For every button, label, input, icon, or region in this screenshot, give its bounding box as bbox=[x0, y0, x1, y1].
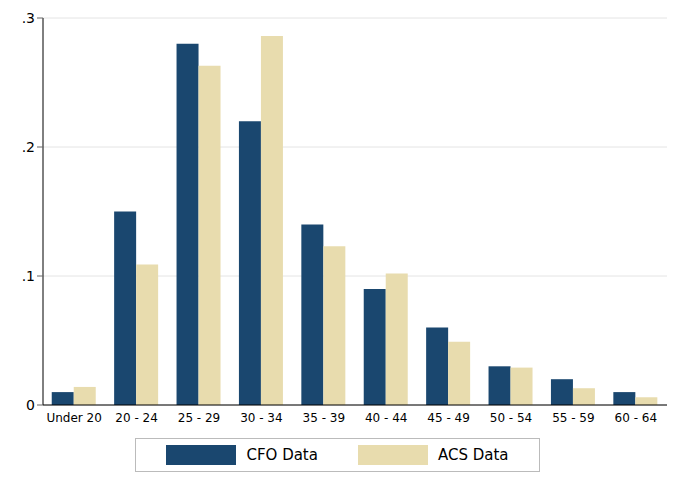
svg-text:45 - 49: 45 - 49 bbox=[427, 411, 470, 425]
svg-text:55 - 59: 55 - 59 bbox=[552, 411, 595, 425]
svg-text:40 - 44: 40 - 44 bbox=[365, 411, 408, 425]
svg-text:60 - 64: 60 - 64 bbox=[615, 411, 658, 425]
html-text:ACS Data: ACS Data bbox=[438, 446, 509, 464]
svg-text:.2: .2 bbox=[22, 139, 35, 155]
svg-text:35 - 39: 35 - 39 bbox=[303, 411, 346, 425]
svg-text:.1: .1 bbox=[22, 268, 35, 284]
html-text:CFO Data: CFO Data bbox=[246, 446, 318, 464]
svg-text:50 - 54: 50 - 54 bbox=[490, 411, 533, 425]
svg-text:Under 20: Under 20 bbox=[46, 411, 101, 425]
svg-text:30 - 34: 30 - 34 bbox=[240, 411, 283, 425]
svg-text:0: 0 bbox=[26, 397, 35, 413]
svg-text:.3: .3 bbox=[22, 10, 35, 26]
svg-text:25 - 29: 25 - 29 bbox=[178, 411, 221, 425]
svg-text:20 - 24: 20 - 24 bbox=[115, 411, 158, 425]
